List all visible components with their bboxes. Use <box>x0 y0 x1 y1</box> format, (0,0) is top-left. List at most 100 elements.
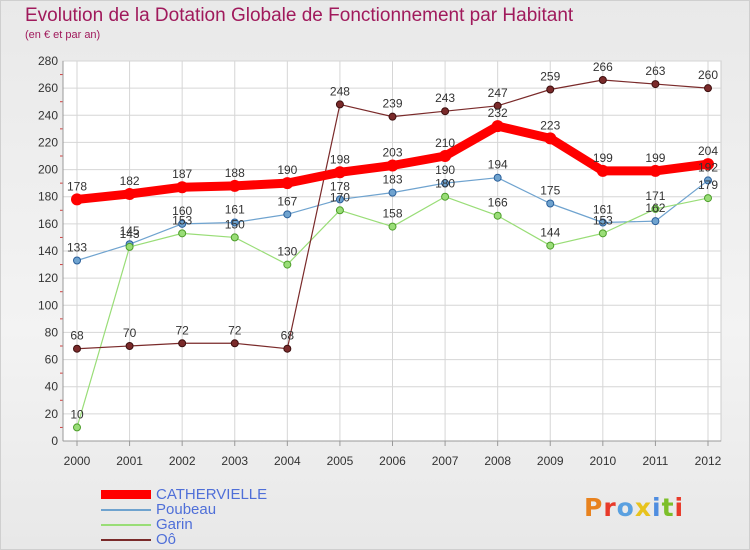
data-point <box>651 217 660 226</box>
proxiti-logo: Proxiti <box>584 493 685 522</box>
y-tick-label: 100 <box>38 298 58 312</box>
legend-label: Poubeau <box>156 501 217 518</box>
data-point <box>386 159 399 172</box>
data-label: 70 <box>123 326 137 340</box>
data-label: 190 <box>435 163 455 177</box>
y-tick-label: 60 <box>45 353 59 367</box>
data-label: 162 <box>645 201 665 215</box>
data-label: 248 <box>330 84 350 98</box>
legend-item: Oô <box>101 532 267 547</box>
data-point <box>333 166 346 179</box>
x-tick-label: 2010 <box>589 454 616 468</box>
data-point <box>73 256 81 265</box>
x-tick-label: 2004 <box>274 454 301 468</box>
x-tick-label: 2006 <box>379 454 406 468</box>
data-label: 210 <box>435 136 455 150</box>
data-point <box>702 158 714 171</box>
data-point <box>178 339 187 348</box>
data-point <box>335 100 344 109</box>
data-point <box>228 179 241 192</box>
legend-item: Poubeau <box>101 502 267 517</box>
data-label: 10 <box>70 407 84 421</box>
data-label: 153 <box>593 213 613 227</box>
data-label: 160 <box>172 204 192 218</box>
data-point <box>283 210 292 219</box>
data-point <box>230 339 239 348</box>
data-label: 204 <box>698 144 718 158</box>
data-point <box>123 188 136 200</box>
y-tick-label: 260 <box>38 81 58 95</box>
x-tick-label: 2012 <box>695 454 722 468</box>
x-tick-label: 2001 <box>116 454 143 468</box>
data-label: 178 <box>67 179 87 193</box>
data-label: 161 <box>593 203 613 217</box>
data-point <box>596 164 609 177</box>
data-label: 143 <box>120 227 140 241</box>
legend-label: Oô <box>156 531 177 548</box>
chart-title: Evolution de la Dotation Globale de Fonc… <box>25 5 574 26</box>
data-label: 194 <box>488 158 508 172</box>
data-point <box>230 218 239 227</box>
data-point <box>283 260 292 269</box>
chart-legend: CATHERVIELLE Poubeau Garin Oô <box>101 487 267 547</box>
legend-label: Garin <box>156 516 193 533</box>
legend-label: CATHERVIELLE <box>156 486 268 503</box>
data-label: 203 <box>382 146 402 160</box>
data-label: 199 <box>593 151 613 165</box>
data-label: 263 <box>645 64 665 78</box>
data-point <box>283 344 292 353</box>
data-point <box>388 222 397 231</box>
data-label: 192 <box>698 160 718 174</box>
data-point <box>546 241 555 250</box>
data-point <box>388 112 397 121</box>
x-tick-label: 2009 <box>537 454 564 468</box>
data-point <box>388 188 397 197</box>
data-label: 144 <box>540 226 560 240</box>
legend-item: Garin <box>101 517 267 532</box>
data-label: 260 <box>698 68 718 82</box>
data-label: 183 <box>382 173 402 187</box>
data-point <box>125 242 134 251</box>
x-tick-label: 2002 <box>169 454 196 468</box>
x-tick-label: 2011 <box>643 454 669 468</box>
data-label: 187 <box>172 167 192 181</box>
y-tick-label: 180 <box>38 190 58 204</box>
data-point <box>125 342 134 350</box>
data-point <box>73 344 81 353</box>
data-point <box>335 195 344 204</box>
data-point <box>704 84 712 93</box>
x-tick-label: 2007 <box>432 454 459 468</box>
y-tick-label: 160 <box>38 217 58 231</box>
data-label: 243 <box>435 91 455 105</box>
data-point <box>230 233 239 242</box>
data-point <box>493 211 502 220</box>
data-label: 223 <box>540 118 560 132</box>
y-tick-label: 120 <box>38 271 58 285</box>
legend-item: CATHERVIELLE <box>101 487 267 502</box>
y-tick-label: 140 <box>38 244 58 258</box>
data-label: 171 <box>645 189 665 203</box>
data-point <box>704 176 712 185</box>
data-point <box>71 193 83 206</box>
data-label: 182 <box>120 174 140 188</box>
x-tick-label: 2008 <box>484 454 511 468</box>
y-tick-label: 40 <box>45 380 59 394</box>
legend-swatch <box>101 490 151 499</box>
data-point <box>598 218 607 227</box>
y-tick-label: 280 <box>38 54 58 68</box>
legend-swatch <box>101 508 151 511</box>
data-label: 175 <box>540 184 560 198</box>
data-label: 247 <box>488 86 508 100</box>
data-point <box>441 107 450 116</box>
data-label: 72 <box>228 323 242 337</box>
x-tick-label: 2000 <box>64 454 91 468</box>
data-point <box>441 179 450 188</box>
y-tick-label: 0 <box>51 434 58 448</box>
data-label: 68 <box>70 329 84 343</box>
data-point <box>704 194 712 203</box>
legend-swatch <box>101 538 151 541</box>
data-label: 239 <box>382 97 402 111</box>
data-point <box>439 150 452 162</box>
data-point <box>649 164 662 177</box>
